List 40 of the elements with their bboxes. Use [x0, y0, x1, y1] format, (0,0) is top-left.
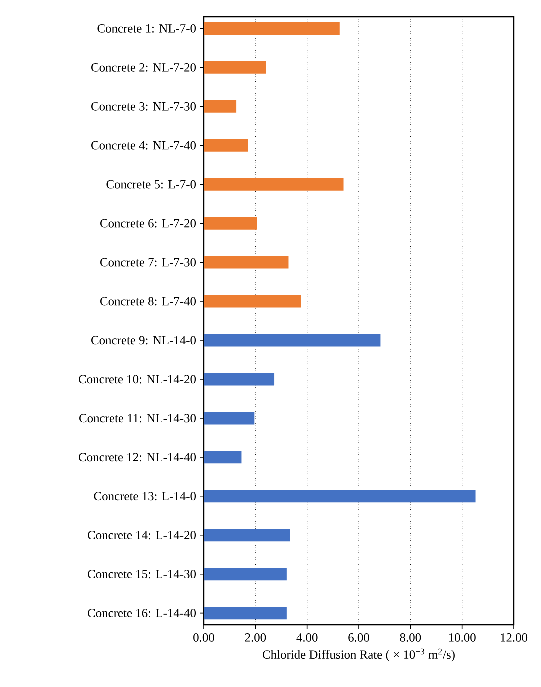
x-tick-label: 4.00	[296, 634, 318, 642]
x-tick-label: 10.00	[449, 634, 476, 642]
y-tick-label: Concrete 1: NL-7-0	[98, 24, 196, 33]
x-tick-label: 6.00	[348, 634, 370, 642]
y-tick-label: Concrete 15: L-14-30	[88, 570, 196, 579]
bar	[204, 295, 302, 308]
y-tick-label: Concrete 12: NL-14-40	[79, 453, 196, 462]
bar	[204, 568, 287, 581]
y-tick-label: Concrete 3: NL-7-30	[92, 102, 196, 111]
y-tick-label: Concrete 10: NL-14-20	[79, 375, 196, 384]
bar	[204, 451, 242, 464]
y-tick-label: Concrete 14: L-14-20	[88, 531, 196, 540]
bar	[204, 22, 340, 35]
y-tick-label: Concrete 2: NL-7-20	[92, 63, 196, 72]
y-tick-label: Concrete 9: NL-14-0	[92, 336, 196, 345]
y-tick-label: Concrete 7: L-7-30	[100, 258, 196, 267]
x-tick-label: 2.00	[245, 634, 266, 642]
bar	[204, 607, 287, 620]
bar	[204, 412, 255, 425]
bar	[204, 217, 258, 230]
bar	[204, 373, 275, 386]
bar	[204, 139, 248, 152]
bar	[204, 100, 237, 113]
bar	[204, 256, 289, 269]
y-tick-label: Concrete 13: L-14-0	[94, 492, 196, 501]
bar	[204, 490, 476, 503]
x-axis-title: Chloride Diffusion Rate ( × 10$^{−3}$ m$^{2}$/s)	[263, 648, 455, 662]
bar	[204, 334, 381, 347]
y-tick-label: Concrete 16: L-14-40	[88, 609, 196, 618]
y-tick-label: Concrete 8: L-7-40	[100, 297, 196, 306]
bar	[204, 178, 344, 191]
y-tick-label: Concrete 6: L-7-20	[100, 219, 196, 228]
y-tick-label: Concrete 4: NL-7-40	[92, 141, 196, 150]
y-tick-label: Concrete 5: L-7-0	[106, 180, 196, 189]
x-tick-label: 0.00	[194, 634, 214, 642]
y-tick-label: Concrete 11: NL-14-30	[80, 414, 196, 423]
bar	[204, 529, 290, 542]
x-tick-label: 12.00	[501, 634, 528, 642]
x-tick-label: 8.00	[400, 634, 422, 642]
bar	[204, 61, 266, 74]
